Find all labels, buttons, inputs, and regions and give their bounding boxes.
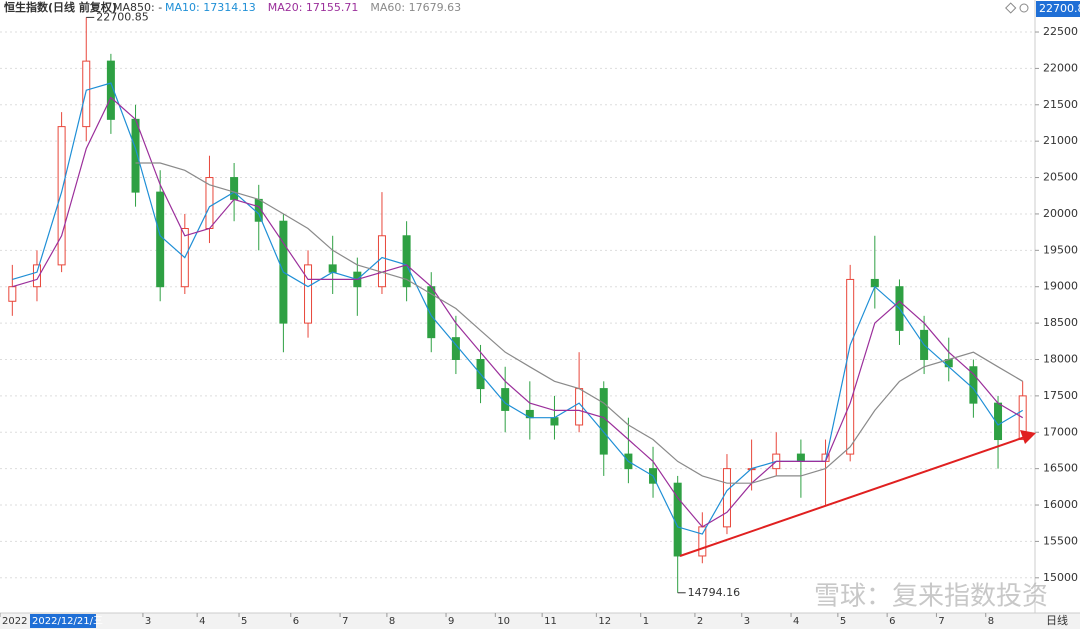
x-tick-label: 5 <box>840 616 846 627</box>
x-tick-label: 9 <box>448 616 454 627</box>
x-tick-label: 6 <box>293 616 299 627</box>
x-tick-label: 11 <box>544 616 557 627</box>
x-tick-label: 8 <box>988 616 994 627</box>
chart-title: 恒生指数(日线 前复权) <box>4 0 117 14</box>
x-axis-band <box>0 613 1080 629</box>
candle-body <box>796 453 805 462</box>
y-tick-label: 22000 <box>1043 61 1078 74</box>
y-tick-label: 22500 <box>1043 25 1078 38</box>
y-tick-label: 20500 <box>1043 171 1078 184</box>
ma-line <box>135 162 1024 484</box>
x-tick-label: 7 <box>938 616 944 627</box>
x-tick-label: 4 <box>199 616 205 627</box>
x-tick-label: 12 <box>598 616 611 627</box>
cursor-x-label: 2022/12/21/三 <box>32 616 103 627</box>
y-tick-label: 17500 <box>1043 389 1078 402</box>
y-tick-label: 16500 <box>1043 462 1078 475</box>
period-label: 日线 <box>1046 613 1068 627</box>
arrow-head <box>1020 430 1036 444</box>
candle-body <box>106 60 115 120</box>
candle-body <box>32 264 41 288</box>
y-tick-label: 21500 <box>1043 98 1078 111</box>
candle-body <box>328 264 337 273</box>
legend-note: MA850: - <box>113 1 162 14</box>
ma-line <box>12 82 1024 535</box>
candle-body <box>722 468 731 528</box>
x-tick-label: 7 <box>342 616 348 627</box>
y-tick-label: 16000 <box>1043 498 1078 511</box>
x-tick-label: 2 <box>697 616 703 627</box>
x-tick-label: 3 <box>744 616 750 627</box>
cursor-y-box <box>1036 1 1080 17</box>
legend-entry: MA20: 17155.71 <box>268 1 359 14</box>
candle-body <box>8 286 17 302</box>
y-tick-label: 19500 <box>1043 243 1078 256</box>
x-tick-label: 4 <box>793 616 799 627</box>
candle-body <box>550 417 559 426</box>
x-tick-label: 5 <box>241 616 247 627</box>
candle-body <box>698 526 707 557</box>
y-tick-label: 20000 <box>1043 207 1078 220</box>
candle-body <box>599 388 608 455</box>
candle-body <box>304 264 313 324</box>
y-tick-label: 18500 <box>1043 316 1078 329</box>
plot <box>0 17 1035 593</box>
candle-body <box>870 278 879 288</box>
y-tick-label: 15000 <box>1043 571 1078 584</box>
icon[interactable] <box>1019 3 1029 13</box>
candle-body <box>377 235 386 288</box>
x-tick-label: 10 <box>497 616 510 627</box>
candle-body <box>846 278 855 455</box>
y-tick-label: 15500 <box>1043 534 1078 547</box>
ma-line <box>12 96 1024 528</box>
legend-entry: MA60: 17679.63 <box>370 1 461 14</box>
y-tick-label: 17000 <box>1043 425 1078 438</box>
cursor-y-label: 22700.8 <box>1039 2 1080 15</box>
candle-body <box>402 235 411 288</box>
high-annotation: 22700.85 <box>96 10 149 23</box>
watermark: 雪球：复来指数投资 <box>814 582 1048 612</box>
x-tick-label: 1 <box>643 616 649 627</box>
x-tick-label: 8 <box>389 616 395 627</box>
x-tick-label: 2022 <box>2 616 27 627</box>
y-tick-label: 21000 <box>1043 134 1078 147</box>
candle-body <box>57 126 66 266</box>
trend-arrow <box>679 436 1026 557</box>
x-tick-label: 3 <box>145 616 151 627</box>
icon[interactable] <box>1005 2 1017 14</box>
candle-body <box>230 177 239 200</box>
y-tick-label: 19000 <box>1043 280 1078 293</box>
candle-body <box>82 60 91 128</box>
cursor-x-box <box>30 614 96 628</box>
low-annotation: 14794.16 <box>688 586 741 599</box>
x-tick-label: 6 <box>889 616 895 627</box>
candle-body <box>156 191 165 288</box>
legend-entry: MA10: 17314.13 <box>165 1 256 14</box>
y-tick-label: 18000 <box>1043 352 1078 365</box>
